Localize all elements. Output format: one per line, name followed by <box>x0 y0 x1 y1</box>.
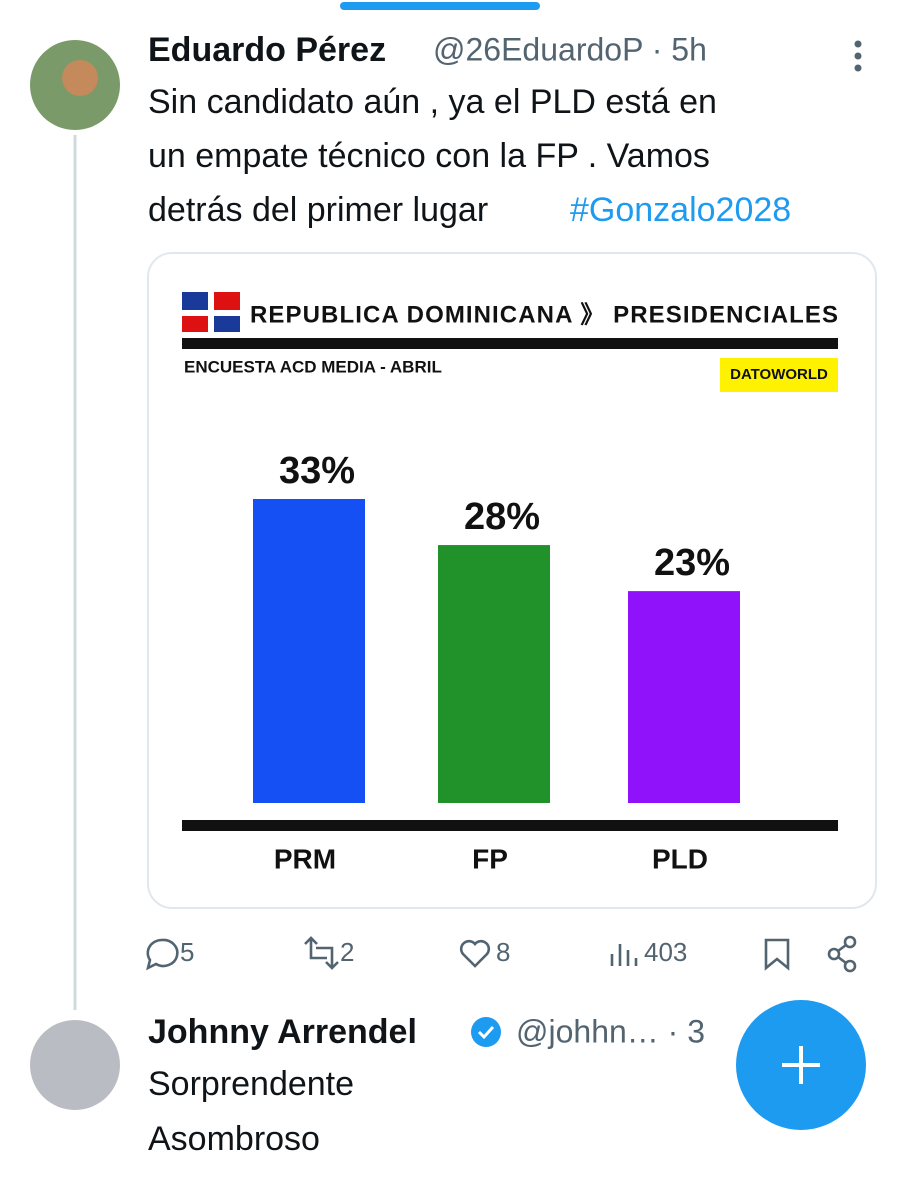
retweet-count: 2 <box>340 937 354 967</box>
tweet-text: Sin candidato aún , ya el PLD está en <box>148 83 717 121</box>
x-tick-label: FP <box>472 843 508 874</box>
tweet-text: un empate técnico con la FP . Vamos <box>148 137 710 175</box>
verified-check <box>477 1025 495 1040</box>
like-count: 8 <box>496 937 510 967</box>
action-bar: 5 2 8 403 <box>146 935 857 973</box>
reply-avatar[interactable] <box>30 1020 120 1110</box>
bar-value-label: 28% <box>464 496 540 538</box>
bar-value-label: 33% <box>279 450 355 492</box>
source-box <box>720 358 838 392</box>
x-tick-label: PRM <box>274 843 336 874</box>
compose-plus <box>782 1046 820 1084</box>
reply-author[interactable]: Johnny Arrendel <box>148 1013 417 1051</box>
views-icon[interactable] <box>610 944 638 966</box>
like-icon[interactable] <box>459 939 491 968</box>
more-menu[interactable] <box>854 40 862 72</box>
bar-value-label: 23% <box>654 542 730 584</box>
chart-subtitle: ENCUESTA ACD MEDIA - ABRIL <box>184 357 442 376</box>
bar <box>438 545 550 803</box>
reply-text: Asombroso <box>148 1120 320 1158</box>
x-tick-label: PLD <box>652 843 708 874</box>
chart-source: DATOWORLD <box>730 366 828 383</box>
scroll-indicator <box>340 2 540 10</box>
author-name[interactable]: Eduardo Pérez <box>148 31 386 69</box>
bar <box>253 499 365 803</box>
reply-icon[interactable] <box>146 938 179 971</box>
chart-title: REPUBLICA DOMINICANA 》 PRESIDENCIALES <box>250 301 838 328</box>
views-count: 403 <box>644 937 687 967</box>
verified-badge <box>471 1017 501 1047</box>
reply-meta: @johhn… · 3 <box>516 1013 705 1049</box>
tweet-text: detrás del primer lugar <box>148 191 488 229</box>
reply-text: Sorprendente <box>148 1065 354 1103</box>
avatar-face <box>62 60 98 96</box>
bar <box>628 591 740 803</box>
flag <box>182 292 240 332</box>
retweet-icon[interactable] <box>304 936 339 970</box>
rule <box>182 338 838 349</box>
baseline <box>182 820 838 831</box>
hashtag[interactable]: #Gonzalo2028 <box>570 191 791 229</box>
reply-count: 5 <box>180 937 194 967</box>
bookmark-icon[interactable] <box>764 938 790 971</box>
share-icon[interactable] <box>827 935 857 973</box>
author-meta: @26EduardoP · 5h <box>433 31 707 67</box>
